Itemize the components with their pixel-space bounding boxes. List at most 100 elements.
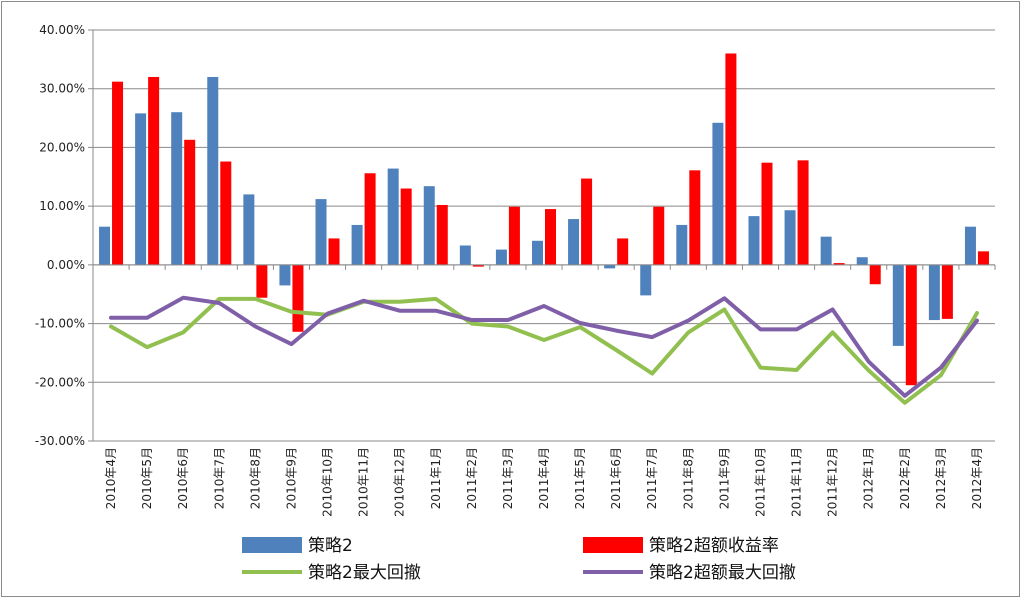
x-tick-label: 2011年8月 <box>681 447 695 509</box>
bar <box>400 188 412 265</box>
bar <box>856 257 868 265</box>
bar <box>941 264 953 319</box>
x-tick-label: 2011年3月 <box>501 447 515 509</box>
bar <box>653 206 665 265</box>
x-tick-label: 2011年7月 <box>645 447 659 509</box>
y-tick-label: 20.00% <box>39 140 85 154</box>
bar <box>351 224 363 265</box>
y-tick-label: 40.00% <box>39 23 85 37</box>
bar <box>604 264 616 269</box>
bar <box>928 264 940 321</box>
series-line <box>109 296 979 405</box>
x-tick-label: 2012年2月 <box>898 447 912 509</box>
bar <box>892 264 904 346</box>
x-tick-label: 2011年6月 <box>609 447 623 509</box>
legend-swatch <box>242 537 302 553</box>
x-axis-ticks: 2010年4月 2010年5月 2010年6月 2010年7月 2010年8月 2010年… <box>104 447 984 517</box>
axes <box>88 29 996 442</box>
bar <box>472 264 484 267</box>
legend-label: 策略2超额最大回撤 <box>649 563 796 583</box>
bar <box>977 251 989 265</box>
bar <box>184 139 196 265</box>
bar <box>112 81 124 265</box>
bar <box>833 263 845 265</box>
bar <box>797 160 809 265</box>
bar <box>617 238 629 265</box>
bar <box>243 194 255 265</box>
bar <box>459 245 471 265</box>
bar <box>207 76 219 265</box>
bar <box>581 178 593 265</box>
y-tick-label: 0.00% <box>47 258 85 272</box>
x-tick-label: 2010年8月 <box>248 447 262 509</box>
bar <box>495 249 507 265</box>
bar <box>640 264 652 296</box>
x-tick-label: 2012年4月 <box>970 447 984 509</box>
x-tick-label: 2011年4月 <box>537 447 551 509</box>
bar <box>545 209 556 265</box>
x-tick-label: 2011年2月 <box>465 447 479 509</box>
bar <box>964 226 976 265</box>
x-tick-label: 2010年5月 <box>140 447 154 509</box>
bar <box>905 264 917 386</box>
x-tick-label: 2010年11月 <box>357 447 371 517</box>
gridlines <box>93 29 995 442</box>
x-tick-label: 2011年5月 <box>573 447 587 509</box>
x-tick-label: 2010年12月 <box>393 447 407 517</box>
lines <box>109 295 979 405</box>
x-tick-label: 2011年1月 <box>429 447 443 509</box>
bar <box>148 76 160 265</box>
x-tick-label: 2011年10月 <box>753 447 767 517</box>
x-tick-label: 2012年1月 <box>862 447 876 509</box>
y-tick-label: -30.00% <box>35 434 85 448</box>
legend-swatch <box>583 537 643 553</box>
x-tick-label: 2010年9月 <box>284 447 298 509</box>
x-tick-label: 2010年4月 <box>104 447 118 509</box>
bar <box>279 264 291 286</box>
bar <box>784 210 796 265</box>
bar <box>315 199 327 265</box>
x-tick-label: 2011年9月 <box>717 447 731 509</box>
bar <box>135 113 147 265</box>
bar <box>508 206 520 265</box>
bar <box>292 264 304 332</box>
bar <box>171 112 183 265</box>
bar <box>725 53 737 265</box>
bar <box>387 168 399 265</box>
bars <box>99 53 989 386</box>
x-tick-label: 2011年11月 <box>790 447 804 517</box>
bar <box>99 226 111 265</box>
y-tick-label: 10.00% <box>39 199 85 213</box>
bar <box>256 264 268 298</box>
bar <box>761 162 773 265</box>
legend-label: 策略2最大回撤 <box>308 563 421 583</box>
y-axis-ticks: -30.00% -20.00% -10.00% 0.00% 10.00% 20.00% 30… <box>35 23 85 448</box>
bar <box>712 122 724 265</box>
x-tick-label: 2011年12月 <box>826 447 840 517</box>
x-tick-label: 2012年3月 <box>934 447 948 509</box>
bar <box>748 216 760 265</box>
bar <box>869 264 881 285</box>
bar <box>328 238 340 265</box>
bar <box>820 236 832 265</box>
y-tick-label: -20.00% <box>35 375 85 389</box>
x-tick-label: 2010年10月 <box>321 447 335 517</box>
x-tick-label: 2010年6月 <box>176 447 190 509</box>
bar <box>423 186 435 265</box>
bar <box>220 161 232 265</box>
x-tick-label: 2010年7月 <box>212 447 226 509</box>
bar <box>676 224 688 265</box>
legend-label: 策略2 <box>308 536 353 556</box>
y-tick-label: 30.00% <box>39 82 85 96</box>
bar <box>364 173 376 265</box>
legend-label: 策略2超额收益率 <box>649 536 779 556</box>
bar <box>532 240 543 265</box>
bar <box>568 219 580 265</box>
bar <box>689 170 701 265</box>
series-line <box>109 295 979 398</box>
bar <box>436 204 448 265</box>
y-tick-label: -10.00% <box>35 317 85 331</box>
